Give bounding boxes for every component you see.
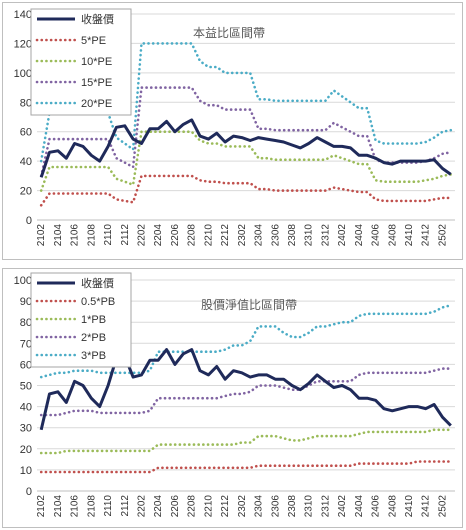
series-line-1 bbox=[39, 174, 453, 207]
x-tick-label: 2306 bbox=[270, 224, 281, 247]
y-tick-label: 20 bbox=[20, 186, 32, 198]
legend-box bbox=[30, 272, 132, 368]
x-tick-label: 2308 bbox=[287, 495, 298, 518]
x-tick-label: 2502 bbox=[437, 224, 448, 247]
x-tick-label: 2410 bbox=[404, 495, 415, 518]
x-tick-label: 2310 bbox=[304, 224, 315, 247]
x-tick-label: 2204 bbox=[153, 224, 164, 247]
x-tick-label: 2110 bbox=[103, 495, 114, 517]
series-line-1 bbox=[39, 460, 453, 474]
x-tick-label: 2412 bbox=[421, 224, 432, 247]
series-line-0 bbox=[39, 118, 452, 178]
y-tick-label: 140 bbox=[14, 9, 32, 21]
legend-box bbox=[30, 8, 132, 116]
x-tick-label: 2406 bbox=[371, 495, 382, 518]
chart-title: 股價淨值比區間帶 bbox=[201, 297, 297, 312]
legend-label: 1*PB bbox=[81, 314, 106, 326]
y-tick-label: 70 bbox=[20, 338, 32, 350]
x-tick-label: 2202 bbox=[137, 224, 148, 247]
y-tick-label: 60 bbox=[20, 127, 32, 139]
y-tick-label: 20 bbox=[20, 444, 32, 456]
x-tick-label: 2106 bbox=[70, 224, 81, 247]
x-tick-label: 2204 bbox=[153, 495, 164, 518]
pe-band-chart: 0 20 40 60 80 100 120 140 2102 2104 2106 2108 2110 21… bbox=[14, 8, 455, 247]
x-tick-label: 2410 bbox=[404, 224, 415, 247]
x-tick-label: 2112 bbox=[120, 224, 131, 246]
x-tick-label: 2208 bbox=[187, 495, 198, 518]
x-tick-label: 2310 bbox=[304, 495, 315, 518]
x-tick-label: 2106 bbox=[70, 495, 81, 518]
x-tick-label: 2104 bbox=[53, 224, 64, 247]
x-tick-label: 2308 bbox=[287, 224, 298, 247]
y-tick-label: 40 bbox=[20, 156, 32, 168]
y-tick-label: 120 bbox=[14, 38, 32, 50]
series-line-2 bbox=[39, 428, 453, 455]
x-tick-label: 2206 bbox=[170, 495, 181, 518]
pe-band-chart-panel: 0 20 40 60 80 100 120 140 2102 2104 2106 2108 2110 21… bbox=[2, 2, 463, 260]
x-tick-label: 2208 bbox=[187, 224, 198, 247]
y-tick-label: 80 bbox=[20, 317, 32, 329]
x-tick-label: 2206 bbox=[170, 224, 181, 247]
x-tick-label: 2404 bbox=[354, 224, 365, 247]
x-tick-label: 2112 bbox=[120, 495, 131, 517]
legend-label: 3*PB bbox=[81, 350, 106, 362]
y-tick-label: 80 bbox=[20, 97, 32, 109]
x-tick-label: 2502 bbox=[437, 495, 448, 518]
series-line-4 bbox=[39, 303, 453, 379]
x-tick-label: 2104 bbox=[53, 495, 64, 518]
series-line-0 bbox=[39, 348, 452, 431]
legend-label: 收盤價 bbox=[81, 276, 114, 290]
pb-band-chart: 0 10 20 30 40 50 60 70 80 90 100 2102 2104 2106 2108 21… bbox=[14, 272, 455, 518]
chart-title: 本益比區間帶 bbox=[193, 26, 265, 40]
legend-label: 0.5*PB bbox=[81, 296, 115, 308]
y-tick-label: 90 bbox=[20, 296, 32, 308]
x-tick-label: 2202 bbox=[137, 495, 148, 518]
y-tick-label: 30 bbox=[20, 423, 32, 435]
x-tick-label: 2406 bbox=[371, 224, 382, 247]
x-tick-label: 2312 bbox=[320, 495, 331, 518]
x-tick-label: 2302 bbox=[237, 495, 248, 518]
x-tick-label: 2302 bbox=[237, 224, 248, 247]
x-tick-label: 2108 bbox=[86, 224, 97, 247]
pb-band-chart-panel: 0 10 20 30 40 50 60 70 80 90 100 2102 2104 2106 2108 21… bbox=[2, 268, 463, 528]
x-tick-label: 2210 bbox=[203, 495, 214, 518]
x-tick-label: 2408 bbox=[387, 495, 398, 518]
x-tick-label: 2402 bbox=[337, 224, 348, 247]
legend-label: 2*PB bbox=[81, 332, 106, 344]
x-tick-label: 2312 bbox=[320, 224, 331, 247]
legend-label: 收盤價 bbox=[81, 12, 114, 26]
x-tick-label: 2110 bbox=[103, 224, 114, 246]
y-tick-label: 0 bbox=[26, 215, 32, 227]
y-tick-label: 100 bbox=[14, 275, 32, 287]
legend-label: 5*PE bbox=[81, 35, 106, 47]
x-tick-label: 2304 bbox=[254, 495, 265, 518]
x-tick-label: 2412 bbox=[421, 495, 432, 518]
y-tick-label: 10 bbox=[20, 465, 32, 477]
legend-label: 10*PE bbox=[81, 56, 112, 68]
y-tick-label: 60 bbox=[20, 359, 32, 371]
x-tick-label: 2404 bbox=[354, 495, 365, 518]
x-tick-label: 2102 bbox=[36, 224, 47, 247]
x-tick-label: 2408 bbox=[387, 224, 398, 247]
x-tick-label: 2108 bbox=[86, 495, 97, 518]
x-tick-label: 2102 bbox=[36, 495, 47, 518]
legend-label: 15*PE bbox=[81, 77, 112, 89]
legend-label: 20*PE bbox=[81, 98, 112, 110]
x-tick-label: 2306 bbox=[270, 495, 281, 518]
x-tick-label: 2304 bbox=[254, 224, 265, 247]
series-line-3 bbox=[39, 367, 453, 417]
x-tick-label: 2212 bbox=[220, 495, 231, 518]
y-tick-label: 50 bbox=[20, 381, 32, 393]
series-line-4 bbox=[39, 42, 453, 163]
y-tick-label: 0 bbox=[26, 486, 32, 498]
y-tick-label: 100 bbox=[14, 68, 32, 80]
x-tick-label: 2402 bbox=[337, 495, 348, 518]
x-tick-label: 2210 bbox=[203, 224, 214, 247]
x-tick-label: 2212 bbox=[220, 224, 231, 247]
y-tick-label: 40 bbox=[20, 402, 32, 414]
